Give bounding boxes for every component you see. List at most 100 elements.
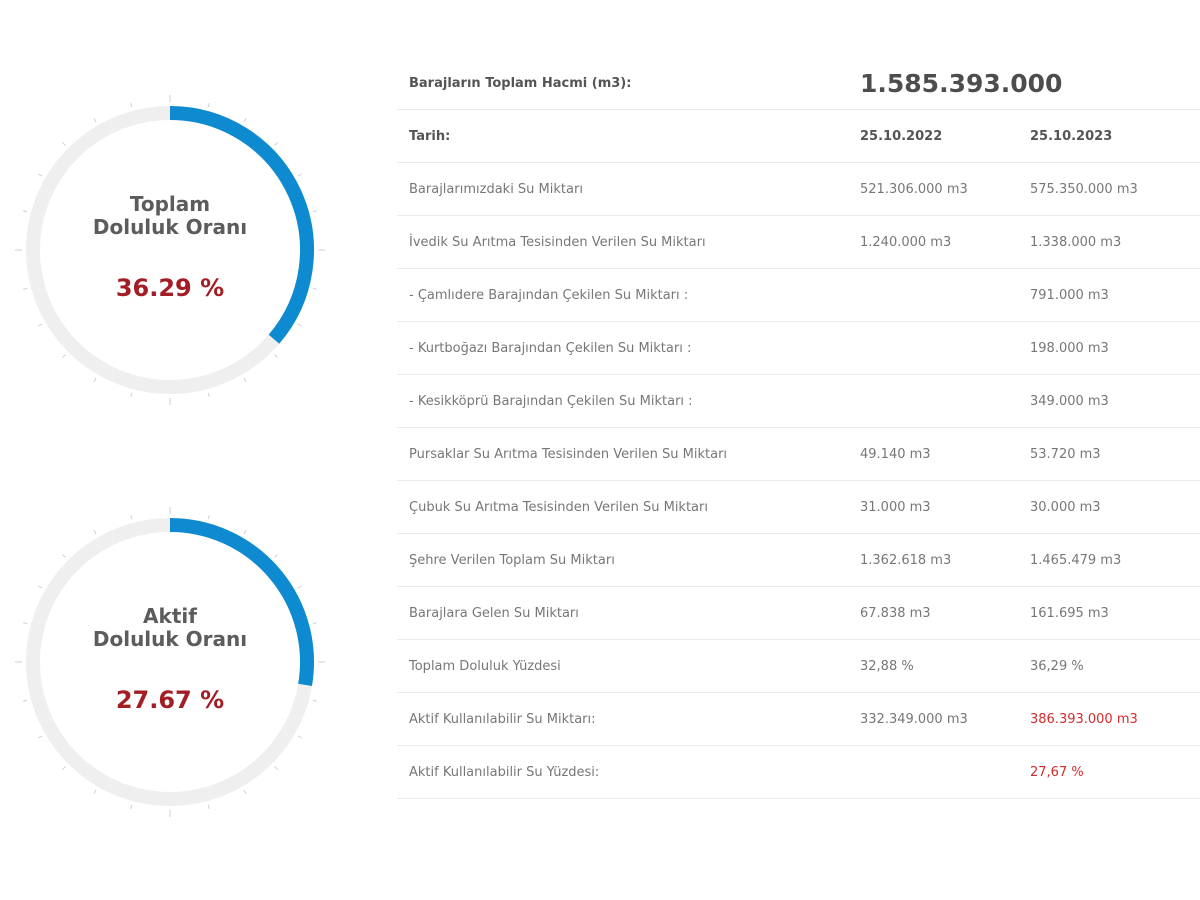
gauge-tick	[93, 377, 97, 382]
gauge-tick	[62, 354, 66, 358]
gauge-ring-active	[15, 507, 325, 817]
row-label: - Kesikköprü Barajından Çekilen Su Mikta…	[409, 393, 693, 409]
total-fill-gauge: Toplam Doluluk Oranı 36.29 %	[15, 95, 325, 405]
row-label: Aktif Kullanılabilir Su Yüzdesi:	[409, 764, 600, 780]
gauge-tick	[23, 287, 28, 290]
value-2023: 27,67 %	[1030, 764, 1084, 780]
gauge-tick	[297, 735, 302, 739]
table-row: Çubuk Su Arıtma Tesisinden Verilen Su Mi…	[397, 481, 1200, 534]
value-2023: 36,29 %	[1030, 658, 1084, 674]
gauge-tick	[274, 554, 278, 558]
gauge-tick	[93, 530, 97, 535]
date-2022: 25.10.2022	[860, 128, 943, 144]
gauge-tick	[274, 766, 278, 770]
date-label: Tarih:	[409, 128, 451, 144]
gauge-ring-total	[15, 95, 325, 405]
date-2023: 25.10.2023	[1030, 128, 1113, 144]
gauge-tick	[274, 142, 278, 146]
gauge-fill-arc	[169, 106, 314, 344]
table-rows: Barajlarımızdaki Su Miktarı 521.306.000 m…	[397, 163, 1200, 799]
gauge-tick	[243, 530, 247, 535]
gauge-tick	[207, 392, 210, 397]
table-row: İvedik Su Arıtma Tesisinden Verilen Su M…	[397, 216, 1200, 269]
gauge-tick	[23, 210, 28, 213]
gauge-tick	[38, 585, 43, 589]
value-2023: 791.000 m3	[1030, 287, 1109, 303]
row-label: Aktif Kullanılabilir Su Miktarı:	[409, 711, 596, 727]
value-2022: 32,88 %	[860, 658, 914, 674]
table-row: Barajlara Gelen Su Miktarı 67.838 m3 161.6…	[397, 587, 1200, 640]
gauge-tick	[207, 103, 210, 108]
row-label: Barajlarımızdaki Su Miktarı	[409, 181, 583, 197]
row-label: İvedik Su Arıtma Tesisinden Verilen Su M…	[409, 234, 706, 250]
table-row: Toplam Doluluk Yüzdesi 32,88 % 36,29 %	[397, 640, 1200, 693]
gauge-title-line1: Aktif	[143, 604, 197, 628]
value-2022: 332.349.000 m3	[860, 711, 968, 727]
value-2023: 161.695 m3	[1030, 605, 1109, 621]
value-2022: 1.362.618 m3	[860, 552, 952, 568]
table-row: Pursaklar Su Arıtma Tesisinden Verilen S…	[397, 428, 1200, 481]
value-2022: 1.240.000 m3	[860, 234, 952, 250]
gauge-tick	[93, 789, 97, 794]
gauge-tick	[297, 173, 302, 177]
gauge-value: 36.29 %	[115, 274, 225, 302]
gauge-tick	[62, 554, 66, 558]
date-header-row: Tarih: 25.10.2022 25.10.2023	[397, 110, 1200, 163]
table-row: Aktif Kullanılabilir Su Miktarı: 332.349.…	[397, 693, 1200, 746]
value-2023: 30.000 m3	[1030, 499, 1101, 515]
row-label: - Kurtboğazı Barajından Çekilen Su Mikta…	[409, 340, 692, 356]
gauge-tick	[38, 173, 43, 177]
value-2023: 53.720 m3	[1030, 446, 1101, 462]
gauge-tick	[23, 622, 28, 625]
gauge-tick	[38, 735, 43, 739]
value-2022: 31.000 m3	[860, 499, 931, 515]
active-fill-gauge: Aktif Doluluk Oranı 27.67 %	[15, 507, 325, 817]
row-label: Toplam Doluluk Yüzdesi	[409, 658, 561, 674]
gauge-tick	[274, 354, 278, 358]
table-row: - Çamlıdere Barajından Çekilen Su Miktar…	[397, 269, 1200, 322]
gauge-tick	[93, 118, 97, 123]
gauge-tick	[312, 210, 317, 213]
total-volume-row: Barajların Toplam Hacmi (m3): 1.585.393.…	[397, 57, 1200, 110]
gauge-value: 27.67 %	[115, 686, 225, 714]
gauge-tick	[243, 789, 247, 794]
value-2022: 49.140 m3	[860, 446, 931, 462]
table-row: Şehre Verilen Toplam Su Miktarı 1.362.618…	[397, 534, 1200, 587]
row-label: Barajlara Gelen Su Miktarı	[409, 605, 579, 621]
row-label: Şehre Verilen Toplam Su Miktarı	[409, 552, 615, 568]
value-2023: 575.350.000 m3	[1030, 181, 1138, 197]
gauge-tick	[23, 699, 28, 702]
gauge-tick	[38, 323, 43, 327]
total-volume-value: 1.585.393.000	[860, 68, 1063, 98]
gauge-tick	[130, 804, 133, 809]
row-label: Pursaklar Su Arıtma Tesisinden Verilen S…	[409, 446, 728, 462]
gauge-tick	[207, 515, 210, 520]
gauge-tick	[130, 103, 133, 108]
value-2022: 521.306.000 m3	[860, 181, 968, 197]
table-row: - Kesikköprü Barajından Çekilen Su Mikta…	[397, 375, 1200, 428]
gauge-fill-arc	[169, 518, 314, 687]
gauge-tick	[130, 515, 133, 520]
table-row: Aktif Kullanılabilir Su Yüzdesi: 27,67 %	[397, 746, 1200, 799]
gauge-tick	[297, 323, 302, 327]
gauge-title-line1: Toplam	[129, 192, 211, 216]
gauge-tick	[312, 699, 317, 702]
gauge-tick	[130, 392, 133, 397]
value-2023: 386.393.000 m3	[1030, 711, 1138, 727]
value-2023: 349.000 m3	[1030, 393, 1109, 409]
gauge-tick	[62, 142, 66, 146]
value-2023: 198.000 m3	[1030, 340, 1109, 356]
value-2023: 1.465.479 m3	[1030, 552, 1122, 568]
total-volume-label: Barajların Toplam Hacmi (m3):	[409, 75, 632, 91]
gauge-tick	[243, 377, 247, 382]
table-row: - Kurtboğazı Barajından Çekilen Su Mikta…	[397, 322, 1200, 375]
gauge-tick	[312, 622, 317, 625]
gauge-title-line2: Doluluk Oranı	[92, 627, 248, 651]
value-2023: 1.338.000 m3	[1030, 234, 1122, 250]
gauge-tick	[312, 287, 317, 290]
table-row: Barajlarımızdaki Su Miktarı 521.306.000 m…	[397, 163, 1200, 216]
row-label: - Çamlıdere Barajından Çekilen Su Miktar…	[409, 287, 689, 303]
gauge-tick	[207, 804, 210, 809]
value-2022: 67.838 m3	[860, 605, 931, 621]
gauge-tick	[62, 766, 66, 770]
